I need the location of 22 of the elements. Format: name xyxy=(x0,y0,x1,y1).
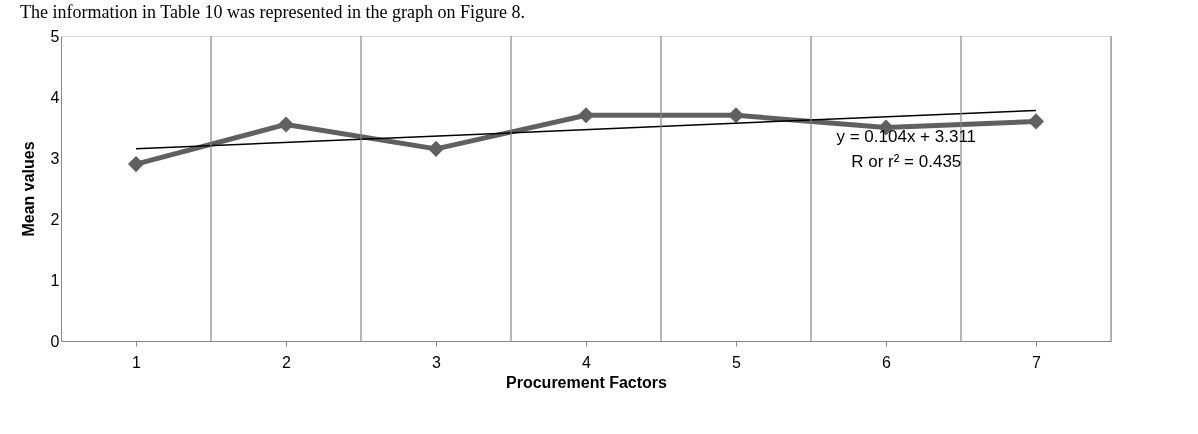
y-tick-label: 5 xyxy=(50,27,60,45)
y-tick-label: 2 xyxy=(50,210,60,228)
x-tick-label: 3 xyxy=(432,353,442,371)
x-tick-label: 7 xyxy=(1032,353,1042,371)
y-axis-title: Mean values xyxy=(19,141,37,237)
point xyxy=(427,140,445,157)
point xyxy=(1027,113,1045,130)
y-tick-label: 3 xyxy=(50,149,60,167)
x-tick-label: 4 xyxy=(582,353,592,371)
point xyxy=(127,156,145,173)
point xyxy=(277,116,295,133)
x-axis-title: Procurement Factors xyxy=(506,373,668,391)
x-tick-label: 6 xyxy=(882,353,892,371)
x-tick-label: 1 xyxy=(132,353,142,371)
y-tick-label: 1 xyxy=(50,271,60,289)
y-tick-label: 0 xyxy=(50,332,60,350)
annotation: y = 0.104x + 3.311 xyxy=(836,126,977,146)
annotation: R or r² = 0.435 xyxy=(851,151,962,171)
y-tick-label: 4 xyxy=(50,88,60,106)
text: The information in Table 10 was represented in the graph on Figure 8. xyxy=(20,2,525,22)
x-tick-label: 5 xyxy=(732,353,742,371)
x-tick-label: 2 xyxy=(282,353,292,371)
